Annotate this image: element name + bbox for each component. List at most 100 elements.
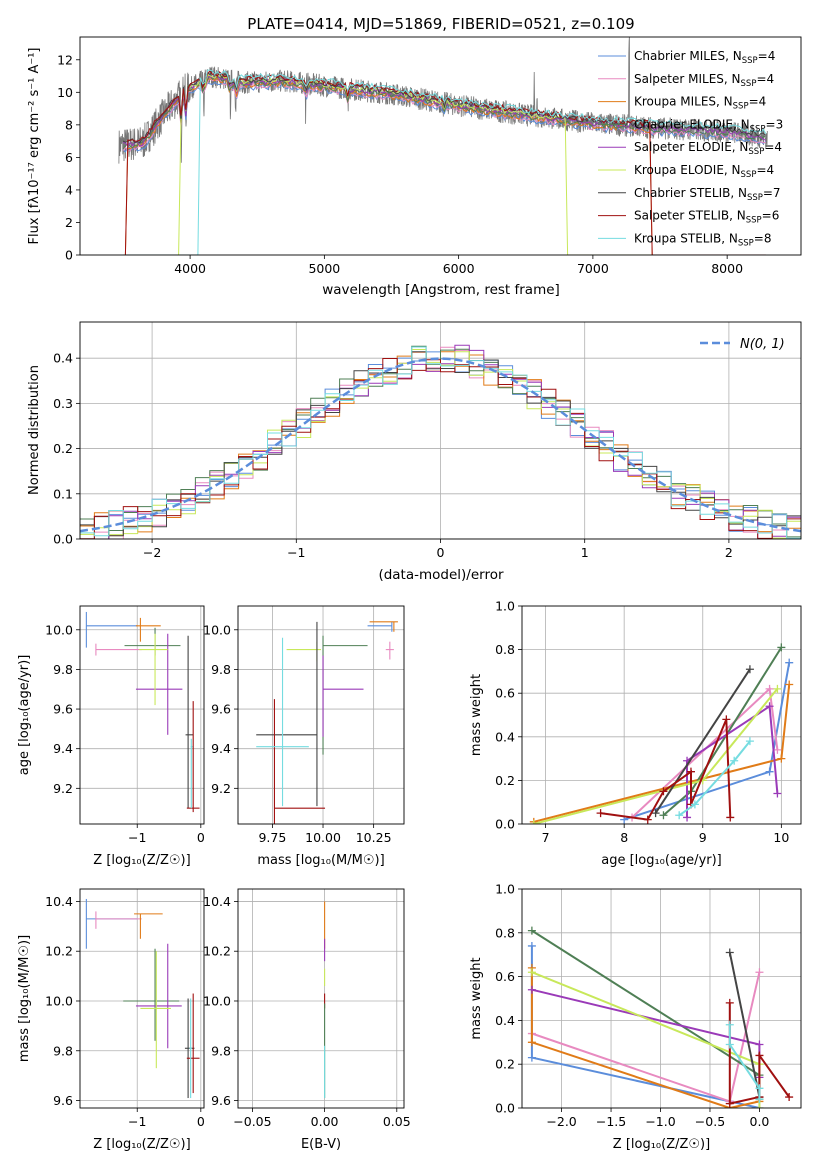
legend-label: Salpeter ELODIE, NSSP=4: [634, 140, 782, 157]
data-point: [755, 968, 764, 977]
x-axis-label: age [log₁₀(age/yr)]: [601, 853, 722, 868]
plot-content-mass-EBV: [238, 889, 404, 1108]
axes-frame: [237, 605, 405, 825]
data-point: [773, 684, 782, 693]
axes-weight-Z: −2.0 −1.5 −1.0 −0.5 0.0 0.0 0.2 0.4 0.6 0.8 1.0 Z […: [469, 882, 802, 1152]
data-point: [777, 754, 786, 763]
data-point: [755, 1104, 764, 1108]
y-axis-label: age [log₁₀(age/yr)]: [17, 655, 32, 776]
data-point: [529, 820, 538, 824]
errorbar-cm: [367, 621, 393, 632]
errorbar-ks: [256, 637, 309, 807]
y-tick-label: 10: [57, 85, 73, 100]
plot-content-residuals: [80, 322, 801, 539]
x-tick-label: 9: [699, 830, 707, 845]
y-tick-label: 9.4: [53, 741, 73, 756]
data-point: [755, 1051, 764, 1060]
data-point: [651, 809, 660, 818]
y-tick-label: 10.0: [45, 993, 73, 1008]
data-point: [755, 1084, 764, 1093]
axes-weight-age: 7 8 9 10 0.0 0.2 0.4 0.6 0.8 1.0 age [log₁₀(age/yr…: [469, 599, 802, 868]
data-point: [643, 815, 652, 824]
y-tick-label: 0.0: [53, 532, 73, 547]
y-tick-label: 10.0: [203, 993, 231, 1008]
x-axis-label: E(B-V): [301, 1137, 341, 1152]
series-ks: [675, 737, 754, 820]
model-line-ce: [122, 74, 766, 150]
legend-label: Kroupa MILES, NSSP=4: [634, 95, 766, 112]
series-cs: [651, 665, 754, 818]
x-tick-label: 9.75: [258, 830, 286, 845]
legend-label: Chabrier STELIB, NSSP=7: [634, 186, 781, 203]
x-tick-label: −1: [128, 830, 146, 845]
errorbar-sm: [95, 911, 142, 929]
errorbar-cs: [256, 621, 318, 807]
axes-spectrum: 4000 5000 6000 7000 8000 0 2 4 6 8 10 12 Chabrier MI…: [27, 36, 802, 298]
axes-residuals: −2 −1 0 1 2 0.0 0.1 0.2 0.3 0.4 N(0, 1) (data-model…: [27, 321, 802, 583]
errorbar-ss: [186, 993, 200, 1094]
data-point: [765, 684, 774, 693]
series-line: [728, 1024, 761, 1100]
legend: Chabrier MILES, NSSP=4 Salpeter MILES, NS…: [598, 49, 783, 248]
x-tick-label: 10: [773, 830, 789, 845]
y-tick-label: 0.4: [53, 351, 73, 366]
y-tick-label: 0.0: [495, 1101, 515, 1116]
data-point: [725, 948, 734, 957]
y-tick-label: 9.8: [211, 1043, 231, 1058]
axes-age-mass: 9.75 10.00 10.25 9.2 9.4 9.6 9.8 10.0 mass [log₁…: [203, 605, 405, 868]
y-axis-label: Normed distribution: [27, 365, 42, 495]
x-tick-label: −1.5: [596, 1114, 626, 1129]
data-point: [659, 811, 668, 820]
axes-frame: [521, 888, 802, 1109]
y-tick-label: 0.2: [495, 1057, 515, 1072]
chart-title: PLATE=0414, MJD=51869, FIBERID=0521, z=0…: [247, 15, 634, 33]
x-tick-label: 0.0: [750, 1114, 770, 1129]
errorbar-ss: [273, 699, 326, 824]
data-point: [527, 941, 536, 950]
y-tick-label: 10.0: [45, 622, 73, 637]
axes-frame: [521, 605, 802, 825]
series-line: [678, 740, 751, 817]
x-tick-label: 7000: [577, 261, 609, 276]
x-tick-label: 8000: [711, 261, 743, 276]
x-axis-label: mass [log₁₀(M/M☉)]: [257, 853, 384, 868]
errorbar-sm: [385, 641, 394, 660]
model-line-cs: [122, 70, 767, 144]
plot-area: [238, 606, 404, 824]
axes-frame: [79, 888, 205, 1109]
data-point: [527, 1053, 536, 1062]
y-tick-label: 4: [65, 182, 73, 197]
data-point: [785, 1093, 794, 1102]
y-tick-label: 10.2: [203, 944, 231, 959]
y-tick-label: 10.4: [203, 894, 231, 909]
data-point: [730, 756, 739, 765]
errorbar-se: [322, 655, 364, 737]
data-point: [773, 745, 782, 754]
y-tick-label: 0.3: [53, 396, 73, 411]
x-tick-label: −0.5: [695, 1114, 725, 1129]
data-point: [755, 1095, 764, 1104]
data-point: [683, 813, 692, 822]
y-tick-label: 8: [65, 117, 73, 132]
x-tick-label: 0: [437, 545, 445, 560]
legend-label: N(0, 1): [740, 337, 785, 352]
plot-content-spectrum: [118, 37, 768, 255]
x-axis-label: Z [log₁₀(Z/Z☉)]: [93, 1137, 190, 1152]
y-tick-label: 10.0: [203, 622, 231, 637]
errorbar-cs: [185, 635, 194, 809]
data-point: [725, 1040, 734, 1049]
x-tick-label: 1: [581, 545, 589, 560]
legend-label: Salpeter MILES, NSSP=4: [634, 72, 774, 89]
model-line-ks: [123, 69, 767, 255]
series-line: [530, 967, 760, 1108]
x-tick-label: 10.25: [356, 830, 392, 845]
y-tick-label: 12: [57, 52, 73, 67]
y-tick-label: 10.4: [45, 894, 73, 909]
y-tick-label: 2: [65, 215, 73, 230]
legend-label: Salpeter STELIB, NSSP=6: [634, 209, 779, 226]
errorbar-ke: [140, 951, 171, 1069]
axes-frame: [79, 36, 802, 256]
series-ss: [596, 715, 735, 824]
y-tick-label: 9.6: [53, 1093, 73, 1108]
legend-label: Chabrier ELODIE, NSSP=3: [634, 117, 783, 134]
